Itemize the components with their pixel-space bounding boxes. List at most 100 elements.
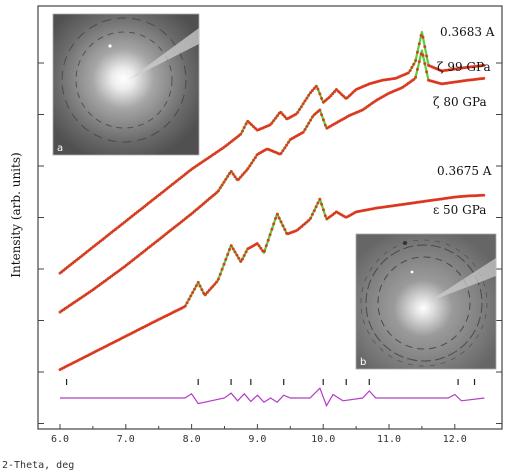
observed-point <box>204 293 207 296</box>
observed-point <box>279 151 283 155</box>
observed-point <box>298 108 301 111</box>
observed-point <box>239 175 243 179</box>
observed-point <box>240 173 244 177</box>
observed-point <box>312 209 316 213</box>
observed-point <box>237 177 241 181</box>
observed-point <box>305 96 309 100</box>
pattern-series <box>58 30 486 275</box>
observed-point <box>285 143 289 147</box>
observed-point <box>419 34 423 37</box>
observed-point <box>327 96 331 100</box>
observed-point <box>242 171 246 175</box>
observed-point <box>209 286 213 290</box>
observed-point <box>281 113 285 117</box>
observed-point <box>240 129 244 133</box>
pattern-series <box>58 193 486 372</box>
observed-point <box>414 59 418 62</box>
pattern-series <box>58 49 486 314</box>
observed-point <box>408 69 412 73</box>
observed-point <box>283 115 287 119</box>
observed-point <box>303 99 307 103</box>
observed-point <box>316 201 320 205</box>
observed-point <box>250 161 254 165</box>
observed-point <box>296 110 300 114</box>
observed-point <box>233 175 237 179</box>
observed-point <box>200 288 204 292</box>
observed-point <box>329 94 333 98</box>
observed-point <box>270 227 274 231</box>
observed-point <box>185 301 189 305</box>
observed-point <box>312 86 316 90</box>
x-tick-label: 6.0 <box>51 434 69 445</box>
observed-point <box>242 126 246 129</box>
reflection-ticks <box>65 379 476 385</box>
observed-point <box>220 267 224 271</box>
observed-point <box>310 212 314 216</box>
observed-point <box>331 92 335 96</box>
observed-point <box>281 149 285 153</box>
observed-point <box>194 284 198 288</box>
observed-point <box>310 115 314 119</box>
observed-point <box>279 111 283 114</box>
observed-point <box>224 177 228 181</box>
observed-point <box>191 291 195 294</box>
observed-point <box>224 257 228 261</box>
observed-point <box>425 70 429 74</box>
observed-point <box>423 62 427 66</box>
observed-point <box>415 67 419 71</box>
observed-point <box>183 304 187 308</box>
observed-point <box>322 118 325 122</box>
x-tick-label: 10.0 <box>311 434 335 445</box>
observed-point <box>309 91 313 95</box>
observed-point <box>421 35 425 39</box>
observed-point <box>211 284 215 288</box>
observed-point <box>309 118 313 122</box>
observed-point <box>301 130 305 134</box>
observed-point <box>323 123 327 127</box>
observed-point <box>338 91 342 95</box>
observed-point <box>218 186 222 190</box>
series-label-zeta-99: ζ 99 GPa <box>437 60 491 74</box>
observed-point <box>246 167 250 171</box>
observed-point <box>222 262 226 266</box>
observed-point <box>244 122 248 126</box>
observed-point <box>299 105 303 109</box>
observed-point <box>307 93 311 97</box>
observed-point <box>482 63 486 67</box>
observed-point <box>412 62 416 66</box>
wavelength-label-lower: 0.3675 A <box>437 164 492 178</box>
observed-point <box>252 158 255 162</box>
observed-point <box>229 170 233 173</box>
observed-point <box>333 90 336 94</box>
observed-point <box>215 191 219 195</box>
observed-point <box>216 189 220 193</box>
observed-point <box>307 218 311 222</box>
observed-point <box>239 259 243 263</box>
observed-point <box>320 113 324 117</box>
observed-point <box>274 116 278 120</box>
observed-point <box>272 119 276 123</box>
observed-point <box>266 238 270 242</box>
observed-point <box>482 76 486 80</box>
observed-point <box>187 297 191 301</box>
observed-point <box>310 89 314 92</box>
observed-point <box>417 42 421 46</box>
observed-point <box>303 128 307 131</box>
observed-point <box>314 205 318 209</box>
x-tick-label: 8.0 <box>183 434 201 445</box>
observed-point <box>189 294 193 298</box>
observed-point <box>482 193 486 197</box>
observed-point <box>237 256 241 260</box>
observed-point <box>425 54 429 58</box>
inset-a-label: a <box>57 143 63 154</box>
observed-point <box>417 60 421 64</box>
inset-a-diffraction-image: a <box>52 13 200 156</box>
observed-point <box>240 257 244 261</box>
observed-point <box>259 246 263 250</box>
observed-point <box>423 45 427 49</box>
observed-point <box>320 202 324 206</box>
inset-b-diffraction-image: b <box>355 233 497 370</box>
observed-point <box>283 146 287 150</box>
observed-point <box>229 244 233 248</box>
